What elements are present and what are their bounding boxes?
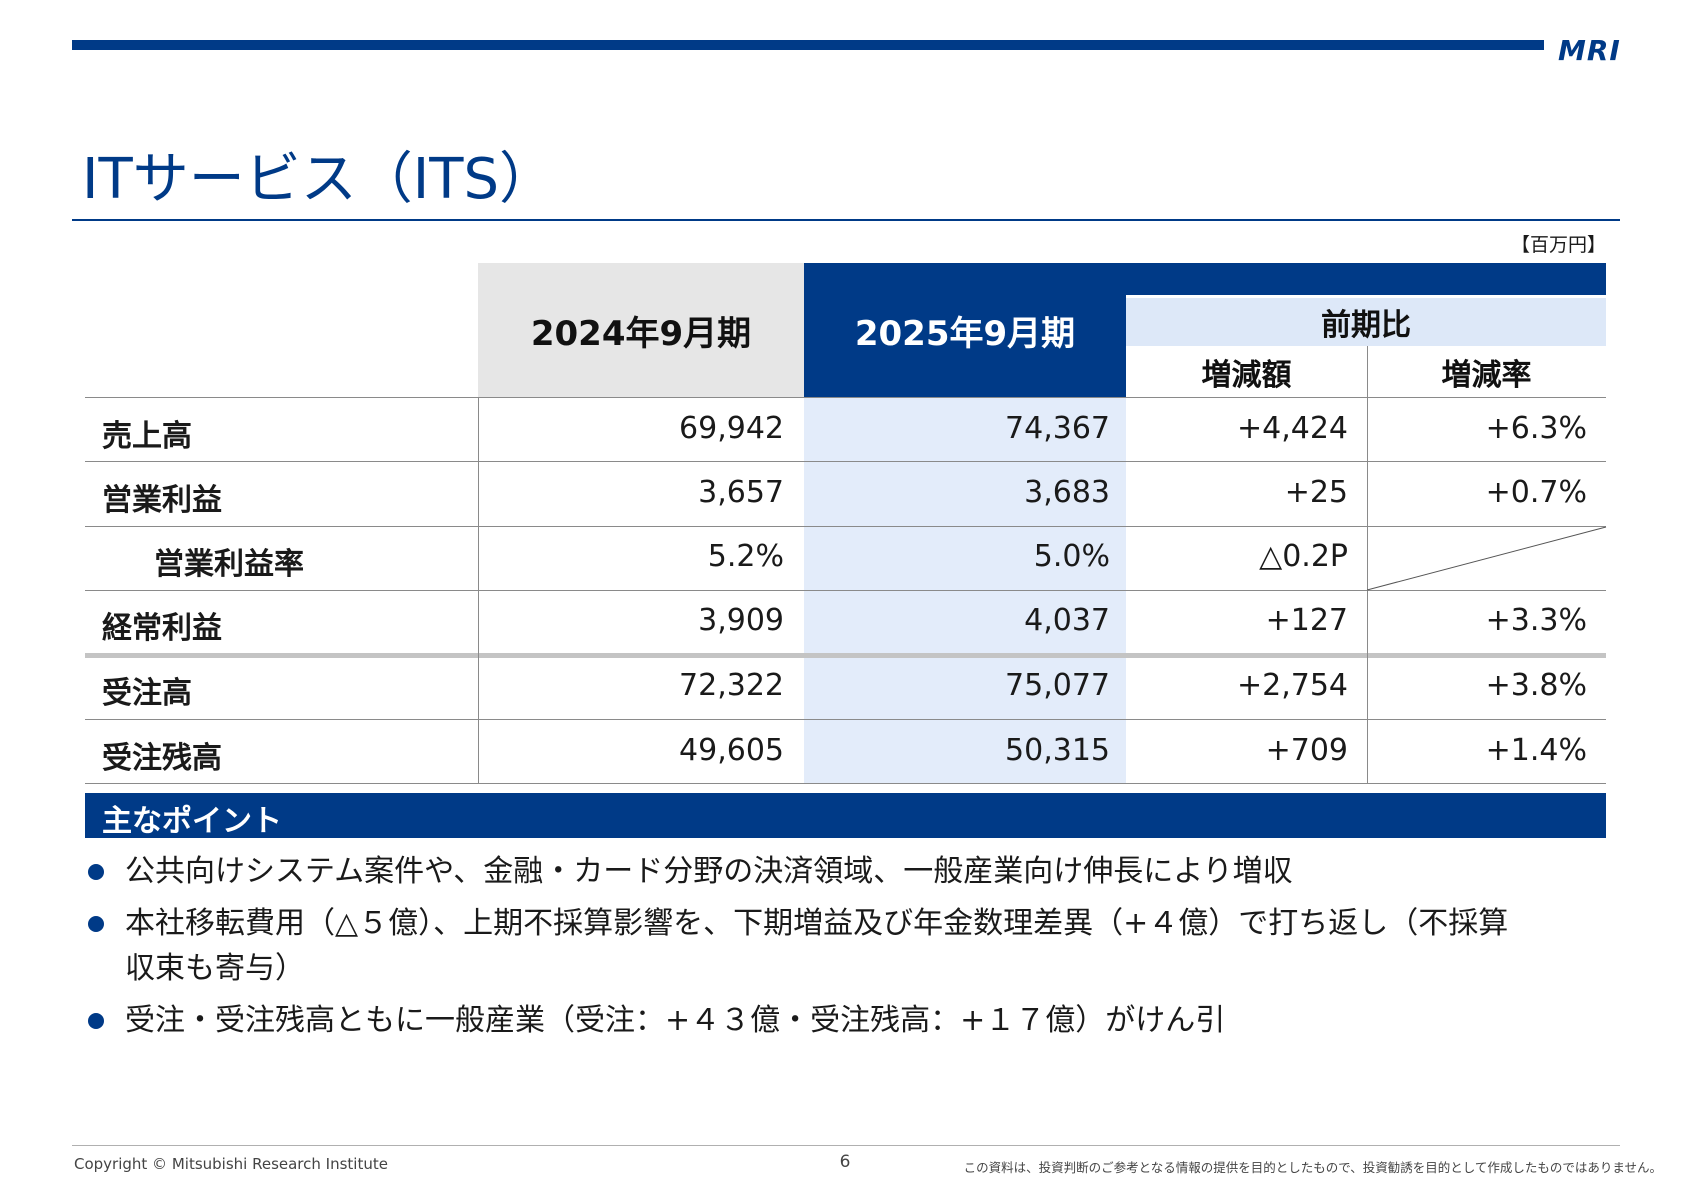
cell-value: +3.3% [1485, 603, 1587, 638]
key-point-item: 本社移転費用（△５億）、上期不採算影響を、下期増益及び年金数理差異（+４億）で打… [125, 906, 1509, 941]
cell-value: 69,942 [679, 411, 784, 446]
row-label-order-backlog: 受注残高 [102, 741, 222, 776]
header-rule [72, 40, 1544, 50]
column-header-2025: 2025年9月期 [804, 263, 1126, 398]
title-divider [72, 219, 1620, 221]
cell-value: 5.2% [707, 539, 784, 574]
bullet-icon [88, 864, 104, 880]
page-number: 6 [839, 1152, 851, 1172]
table-rule [1367, 346, 1368, 784]
table-rule [85, 397, 1606, 398]
empty-cell-slash [1367, 526, 1607, 591]
row-label-ordinary-profit: 経常利益 [102, 611, 222, 646]
cell-value: 4,037 [1024, 603, 1110, 638]
cell-value: 3,683 [1024, 475, 1110, 510]
table-rule [85, 590, 1606, 591]
table-rule [85, 461, 1606, 462]
table-rule [85, 719, 1606, 720]
key-point-item: 公共向けシステム案件や、金融・カード分野の決済領域、一般産業向け伸長により増収 [125, 854, 1293, 889]
column-header-2024: 2024年9月期 [478, 263, 804, 398]
mri-logo: MRI [1558, 34, 1621, 67]
column-header-diff: 増減額 [1201, 358, 1292, 393]
cell-value: +0.7% [1485, 475, 1587, 510]
unit-label: 【百万円】 [1510, 234, 1606, 256]
cell-value: +4,424 [1236, 411, 1348, 446]
table-rule [85, 526, 1606, 527]
cell-value: +709 [1265, 733, 1348, 768]
disclaimer-text: この資料は、投資判断のご参考となる情報の提供を目的としたもので、投資勧誘を目的と… [963, 1160, 1662, 1175]
row-label-orders: 受注高 [102, 676, 192, 711]
key-points-title: 主なポイント [102, 804, 282, 839]
row-label-operating-margin: 営業利益率 [154, 547, 304, 582]
cell-value: 3,657 [698, 475, 784, 510]
cell-value: +25 [1284, 475, 1348, 510]
copyright-text: Copyright © Mitsubishi Research Institut… [74, 1155, 388, 1173]
column-header-compare: 前期比 [1126, 298, 1606, 346]
bullet-icon [88, 1013, 104, 1029]
table-rule [85, 783, 1606, 784]
cell-value: 75,077 [1005, 668, 1110, 703]
cell-value: +6.3% [1485, 411, 1587, 446]
row-label-sales: 売上高 [102, 419, 192, 454]
cell-value: +1.4% [1485, 733, 1587, 768]
highlight-column-2025 [804, 398, 1126, 784]
cell-value: 50,315 [1005, 733, 1110, 768]
bullet-icon [88, 916, 104, 932]
table-rule [478, 397, 479, 784]
key-points-header-bar [85, 793, 1606, 838]
cell-value: +127 [1265, 603, 1348, 638]
cell-value: △0.2P [1259, 539, 1348, 574]
cell-value: 49,605 [679, 733, 784, 768]
section-divider [85, 653, 1606, 658]
row-label-operating-profit: 営業利益 [102, 483, 222, 518]
cell-value: 74,367 [1005, 411, 1110, 446]
key-point-item-continued: 収束も寄与） [125, 951, 305, 986]
compare-header-band [1126, 263, 1606, 295]
footer-rule [72, 1145, 1620, 1146]
key-point-item: 受注・受注残高ともに一般産業（受注：+４３億・受注残高：+１７億）がけん引 [125, 1003, 1226, 1038]
cell-value: 3,909 [698, 603, 784, 638]
cell-value: 5.0% [1033, 539, 1110, 574]
page-title: ITサービス（ITS） [82, 147, 555, 212]
column-header-rate: 増減率 [1441, 358, 1532, 393]
cell-value: +3.8% [1485, 668, 1587, 703]
cell-value: 72,322 [679, 668, 784, 703]
cell-value: +2,754 [1236, 668, 1348, 703]
